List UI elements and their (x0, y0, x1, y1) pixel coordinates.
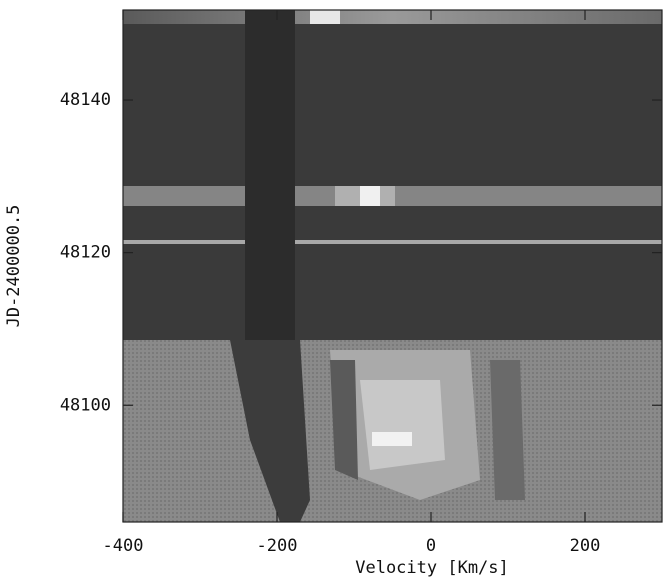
x-tick-label: 0 (426, 536, 436, 556)
x-tick-label: -200 (257, 536, 298, 556)
y-axis-label: JD-2400000.5 (4, 205, 24, 328)
spectrum-image (123, 10, 662, 522)
x-tick-label: -400 (103, 536, 144, 556)
y-tick-label: 48100 (60, 395, 111, 415)
y-tick-label: 48140 (60, 90, 111, 110)
x-tick-label: 200 (570, 536, 601, 556)
x-axis-label: Velocity [Km/s] (355, 558, 509, 578)
y-tick-label: 48120 (60, 243, 111, 263)
plot-frame (122, 9, 663, 523)
